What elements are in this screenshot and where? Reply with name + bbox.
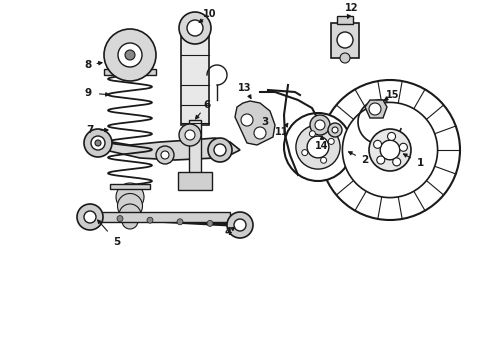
Bar [189,120,201,175]
Circle shape [328,138,334,144]
Circle shape [377,156,385,164]
Text: 4: 4 [224,227,232,237]
Text: 9: 9 [84,88,92,98]
Text: 14: 14 [315,141,329,151]
Polygon shape [365,100,387,118]
Text: 12: 12 [345,3,359,13]
Bar [337,16,353,24]
Circle shape [104,29,156,81]
Circle shape [340,53,350,63]
Circle shape [95,140,101,146]
Bar [178,172,212,190]
Circle shape [328,123,342,137]
Circle shape [179,12,211,44]
Circle shape [118,43,142,67]
Circle shape [343,102,438,198]
Circle shape [399,143,407,151]
Circle shape [241,114,253,126]
Circle shape [284,113,352,181]
Circle shape [77,204,103,230]
Text: 11: 11 [275,127,289,137]
Circle shape [147,217,153,223]
Circle shape [302,150,308,156]
Text: 2: 2 [361,155,368,165]
Circle shape [296,125,340,169]
Circle shape [254,127,266,139]
Circle shape [310,115,330,135]
Circle shape [125,50,135,60]
Circle shape [84,211,96,223]
Circle shape [227,212,253,238]
Circle shape [369,129,411,171]
Circle shape [380,140,400,160]
Circle shape [119,204,141,226]
Circle shape [388,132,395,140]
Text: 3: 3 [261,117,269,127]
Circle shape [177,219,183,225]
Circle shape [309,131,316,137]
Circle shape [373,140,382,148]
Circle shape [91,136,105,150]
Text: 6: 6 [203,100,211,110]
Circle shape [122,213,138,229]
Text: 13: 13 [238,83,252,93]
Circle shape [118,194,143,219]
Bar [110,184,150,189]
Circle shape [392,158,401,166]
Circle shape [207,220,213,226]
Text: 5: 5 [113,237,121,247]
Circle shape [234,219,246,231]
Circle shape [187,20,203,36]
Circle shape [84,129,112,157]
Circle shape [320,157,327,163]
Text: 15: 15 [386,90,400,100]
Circle shape [337,32,353,48]
Circle shape [208,138,232,162]
Circle shape [117,216,123,222]
Polygon shape [235,101,275,145]
Circle shape [161,151,169,159]
Circle shape [320,80,460,220]
Bar [181,35,209,125]
Circle shape [179,124,201,146]
Circle shape [214,144,226,156]
Circle shape [307,136,329,158]
Polygon shape [88,136,240,160]
Circle shape [116,183,144,211]
Text: 7: 7 [86,125,94,135]
Bar [331,23,359,58]
Circle shape [332,127,338,133]
Text: 1: 1 [416,158,424,168]
Text: 10: 10 [203,9,217,19]
Text: 8: 8 [84,60,92,70]
Circle shape [156,146,174,164]
Circle shape [315,120,325,130]
Bar [100,212,230,222]
Bar [104,69,156,75]
Circle shape [185,130,195,140]
Circle shape [369,103,381,115]
